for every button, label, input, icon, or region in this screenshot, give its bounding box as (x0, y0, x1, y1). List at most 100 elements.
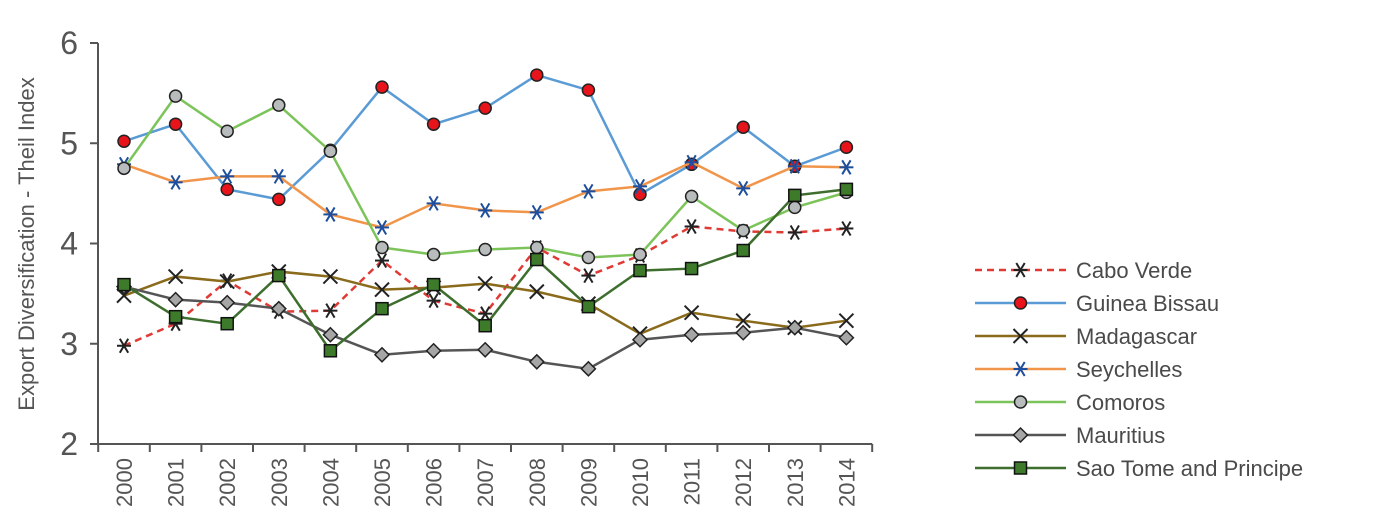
series-line-seychelles (124, 162, 846, 227)
x-tick-label: 2000 (112, 458, 137, 507)
marker-diamond (323, 328, 337, 342)
data-point (582, 301, 594, 313)
marker-square (273, 270, 285, 282)
data-point (427, 196, 441, 210)
data-point (220, 296, 234, 310)
data-point (736, 181, 750, 195)
legend-item-seychelles: Seychelles (975, 357, 1182, 382)
data-point (118, 279, 130, 291)
marker-circle (428, 118, 440, 130)
marker-circle (737, 224, 749, 236)
marker-diamond (839, 331, 853, 345)
data-point (118, 162, 130, 174)
marker-diamond (1014, 428, 1028, 442)
marker-circle (840, 141, 852, 153)
marker-circle (686, 190, 698, 202)
legend-label: Guinea Bissau (1076, 291, 1219, 316)
data-point (633, 333, 647, 347)
marker-square (428, 279, 440, 291)
y-tick-label: 5 (60, 125, 78, 161)
data-point (789, 189, 801, 201)
marker-square (531, 254, 543, 266)
marker-circle (531, 69, 543, 81)
marker-square (634, 265, 646, 277)
y-tick-label: 3 (60, 326, 78, 362)
x-tick-label: 2013 (783, 458, 808, 507)
data-point (324, 145, 336, 157)
marker-circle (273, 193, 285, 205)
marker-diamond (375, 348, 389, 362)
legend-label: Madagascar (1076, 324, 1197, 349)
data-point (478, 203, 492, 217)
x-tick-label: 2006 (422, 458, 447, 507)
data-point (375, 220, 389, 234)
chart-legend: Cabo Verde Guinea Bissau Madagascar Seychel… (975, 258, 1303, 481)
marker-circle (221, 125, 233, 137)
data-point (273, 99, 285, 111)
x-tick-label: 2012 (731, 458, 756, 507)
marker-square (118, 279, 130, 291)
marker-diamond (581, 362, 595, 376)
x-tick-label: 2002 (215, 458, 240, 507)
marker-square (170, 311, 182, 323)
data-point (582, 252, 594, 264)
marker-circle (1015, 396, 1027, 408)
marker-circle (531, 242, 543, 254)
marker-circle (789, 201, 801, 213)
data-point (634, 265, 646, 277)
data-point (427, 344, 441, 358)
data-point (324, 345, 336, 357)
marker-circle (324, 145, 336, 157)
y-tick-label: 2 (60, 426, 78, 462)
data-point (479, 320, 491, 332)
marker-diamond (169, 293, 183, 307)
data-point (788, 225, 802, 239)
marker-circle (1015, 297, 1027, 309)
marker-square (840, 183, 852, 195)
marker-circle (376, 242, 388, 254)
legend-item-comoros: Comoros (975, 390, 1165, 415)
legend-label: Cabo Verde (1076, 258, 1192, 283)
data-point (634, 188, 646, 200)
x-tick-label: 2009 (576, 458, 601, 507)
data-point (840, 141, 852, 153)
marker-circle (273, 99, 285, 111)
marker-square (324, 345, 336, 357)
marker-circle (118, 162, 130, 174)
marker-circle (582, 252, 594, 264)
data-point (273, 193, 285, 205)
data-point (169, 293, 183, 307)
data-point (478, 343, 492, 357)
data-point (581, 269, 595, 283)
data-point (634, 249, 646, 261)
x-tick-label: 2003 (267, 458, 292, 507)
data-point (737, 121, 749, 133)
legend-label: Sao Tome and Principe (1076, 456, 1303, 481)
legend-label: Comoros (1076, 390, 1165, 415)
data-point (428, 249, 440, 261)
legend-item-cabo-verde: Cabo Verde (975, 258, 1192, 283)
marker-circle (479, 244, 491, 256)
marker-diamond (633, 333, 647, 347)
data-point (530, 205, 544, 219)
y-axis-label: Export Diversification - Theil Index (14, 77, 39, 410)
data-point (531, 254, 543, 266)
legend-item-madagascar: Madagascar (975, 324, 1197, 349)
data-point (582, 84, 594, 96)
legend-label: Seychelles (1076, 357, 1182, 382)
legend-label: Mauritius (1076, 423, 1165, 448)
marker-circle (221, 183, 233, 195)
marker-diamond (220, 296, 234, 310)
marker-diamond (478, 343, 492, 357)
data-point (531, 242, 543, 254)
marker-square (1015, 462, 1027, 474)
data-point (118, 135, 130, 147)
marker-circle (376, 81, 388, 93)
marker-square (686, 263, 698, 275)
marker-circle (428, 249, 440, 261)
y-tick-label: 6 (60, 25, 78, 61)
series-line-guinea-bissau (124, 75, 846, 199)
legend-item-guinea-bissau: Guinea Bissau (975, 291, 1219, 316)
legend-item-mauritius: Mauritius (975, 423, 1165, 448)
marker-square (582, 301, 594, 313)
